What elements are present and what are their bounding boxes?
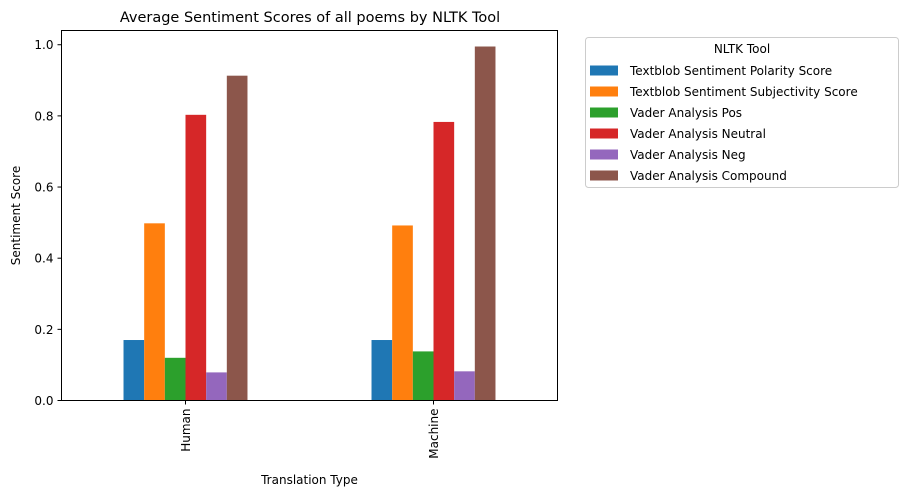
legend-swatch xyxy=(590,171,618,181)
legend-label: Vader Analysis Pos xyxy=(630,106,742,120)
y-axis: 0.0 0.2 0.4 0.6 0.8 1.0 xyxy=(34,38,61,408)
legend-swatch xyxy=(590,129,618,139)
legend-swatch xyxy=(590,108,618,118)
bar-machine-vader-analysis-neutral xyxy=(434,122,455,401)
bar-machine-vader-analysis-neg xyxy=(454,371,475,400)
bar-human-vader-analysis-compound xyxy=(227,76,248,401)
x-axis-label: Translation Type xyxy=(260,473,358,487)
y-tick-label: 0.4 xyxy=(34,252,53,266)
legend-label: Vader Analysis Compound xyxy=(630,169,787,183)
y-tick-label: 0.8 xyxy=(34,109,53,123)
legend-swatch xyxy=(590,150,618,160)
bar-human-vader-analysis-pos xyxy=(165,358,186,401)
x-tick-label-machine: Machine xyxy=(427,409,441,459)
x-tick-label-human: Human xyxy=(179,409,193,452)
y-tick-label: 0.0 xyxy=(34,394,53,408)
y-axis-label: Sentiment Score xyxy=(9,166,23,265)
legend-label: Vader Analysis Neutral xyxy=(630,127,766,141)
bar-human-textblob-sentiment-polarity-score xyxy=(124,340,145,400)
legend-label: Vader Analysis Neg xyxy=(630,148,746,162)
bar-machine-textblob-sentiment-polarity-score xyxy=(372,340,393,400)
legend: NLTK Tool Textblob Sentiment Polarity Sc… xyxy=(586,38,899,188)
bar-machine-textblob-sentiment-subjectivity-score xyxy=(392,225,413,400)
bar-human-vader-analysis-neutral xyxy=(186,115,207,401)
legend-swatch xyxy=(590,66,618,76)
x-axis: Human Machine xyxy=(179,401,441,459)
legend-title: NLTK Tool xyxy=(714,42,770,56)
bar-human-textblob-sentiment-subjectivity-score xyxy=(144,223,165,400)
legend-label: Textblob Sentiment Polarity Score xyxy=(629,64,832,78)
bars xyxy=(124,47,496,401)
chart-title: Average Sentiment Scores of all poems by… xyxy=(120,10,500,26)
y-tick-label: 1.0 xyxy=(34,38,53,52)
bar-machine-vader-analysis-pos xyxy=(413,351,434,400)
y-tick-label: 0.6 xyxy=(34,181,53,195)
legend-label: Textblob Sentiment Subjectivity Score xyxy=(629,85,858,99)
bar-machine-vader-analysis-compound xyxy=(475,47,496,401)
y-tick-label: 0.2 xyxy=(34,323,53,337)
bar-human-vader-analysis-neg xyxy=(206,372,227,400)
legend-swatch xyxy=(590,87,618,97)
